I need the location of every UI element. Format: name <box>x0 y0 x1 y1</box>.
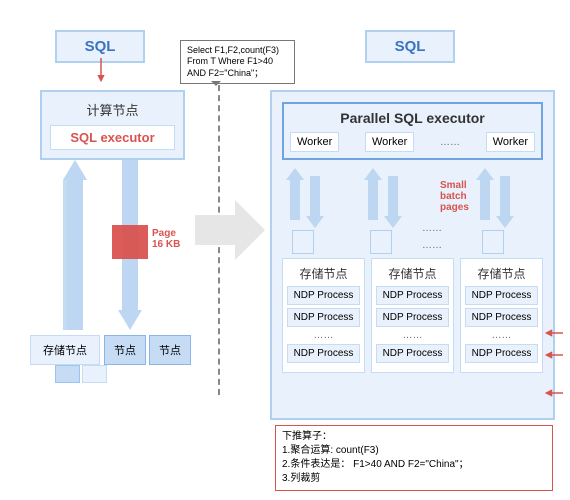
annot-title: 下推算子： <box>282 430 546 444</box>
page-label: Page 16 KB <box>152 228 180 250</box>
small-batch-label: Small batch pages <box>440 180 469 213</box>
tooltip-line: Select F1,F2,count(F3) <box>187 45 288 56</box>
sql-executor-label: SQL executor <box>70 130 154 145</box>
parallel-title: Parallel SQL executor <box>290 110 535 126</box>
page-badge <box>112 225 148 259</box>
right-outer-panel: Parallel SQL executor Worker Worker …… W… <box>270 90 555 420</box>
worker-label: Worker <box>493 136 528 148</box>
storage-col-title: 存储节点 <box>287 265 360 282</box>
sql-executor-box: SQL executor <box>50 125 175 150</box>
storage-column: 存储节点 NDP Process NDP Process …… NDP Process <box>460 258 543 373</box>
annot-line: 1.聚合运算: count(F3) <box>282 444 546 458</box>
page-stack <box>482 230 504 254</box>
storage-column: 存储节点 NDP Process NDP Process …… NDP Process <box>282 258 365 373</box>
node-label: 节点 <box>159 345 181 357</box>
ndp-ellipsis: …… <box>465 330 538 341</box>
ndp-process: NDP Process <box>287 344 360 363</box>
node-label: 节点 <box>114 345 136 357</box>
tooltip-line: AND F2="China"； <box>187 68 288 79</box>
compute-title: 计算节点 <box>50 100 175 119</box>
parallel-executor-panel: Parallel SQL executor Worker Worker …… W… <box>282 102 543 160</box>
annotation-box: 下推算子： 1.聚合运算: count(F3) 2.条件表达是： F1>40 A… <box>275 425 553 491</box>
ndp-ellipsis: …… <box>287 330 360 341</box>
ndp-process: NDP Process <box>287 286 360 305</box>
annot-line: 3.列裁剪 <box>282 472 546 486</box>
worker-box: Worker <box>486 132 535 152</box>
flow-ellipsis: …… <box>422 223 442 234</box>
storage-col-title: 存储节点 <box>376 265 449 282</box>
tooltip-line: From T Where F1>40 <box>187 56 288 67</box>
worker-box: Worker <box>365 132 414 152</box>
worker-label: Worker <box>297 136 332 148</box>
left-storage-small2: 节点 <box>149 335 191 365</box>
ndp-process: NDP Process <box>465 344 538 363</box>
annot-line: 2.条件表达是： F1>40 AND F2="China"； <box>282 458 546 472</box>
storage-column: 存储节点 NDP Process NDP Process …… NDP Process <box>371 258 454 373</box>
ndp-process: NDP Process <box>376 344 449 363</box>
sql-tooltip: Select F1,F2,count(F3) From T Where F1>4… <box>180 40 295 84</box>
storage-label: 存储节点 <box>43 345 87 357</box>
right-sql-box: SQL <box>365 30 455 63</box>
compute-panel: 计算节点 SQL executor <box>40 90 185 160</box>
page-stack <box>370 230 392 254</box>
worker-box: Worker <box>290 132 339 152</box>
ndp-ellipsis: …… <box>376 330 449 341</box>
ndp-process: NDP Process <box>376 286 449 305</box>
storage-col-title: 存储节点 <box>465 265 538 282</box>
worker-ellipsis: …… <box>440 137 460 148</box>
left-storage-small1: 节点 <box>104 335 146 365</box>
ndp-process: NDP Process <box>465 286 538 305</box>
left-sql-label: SQL <box>85 38 116 55</box>
right-sql-label: SQL <box>395 38 426 55</box>
ndp-process: NDP Process <box>376 308 449 327</box>
transition-arrow <box>195 200 265 260</box>
worker-label: Worker <box>372 136 407 148</box>
left-storage-main: 存储节点 <box>30 335 100 365</box>
storage-row: 存储节点NDP ProcessNDP Process……NDP Process存… <box>282 258 543 373</box>
ndp-process: NDP Process <box>465 308 538 327</box>
page-stack <box>292 230 314 254</box>
ndp-process: NDP Process <box>287 308 360 327</box>
